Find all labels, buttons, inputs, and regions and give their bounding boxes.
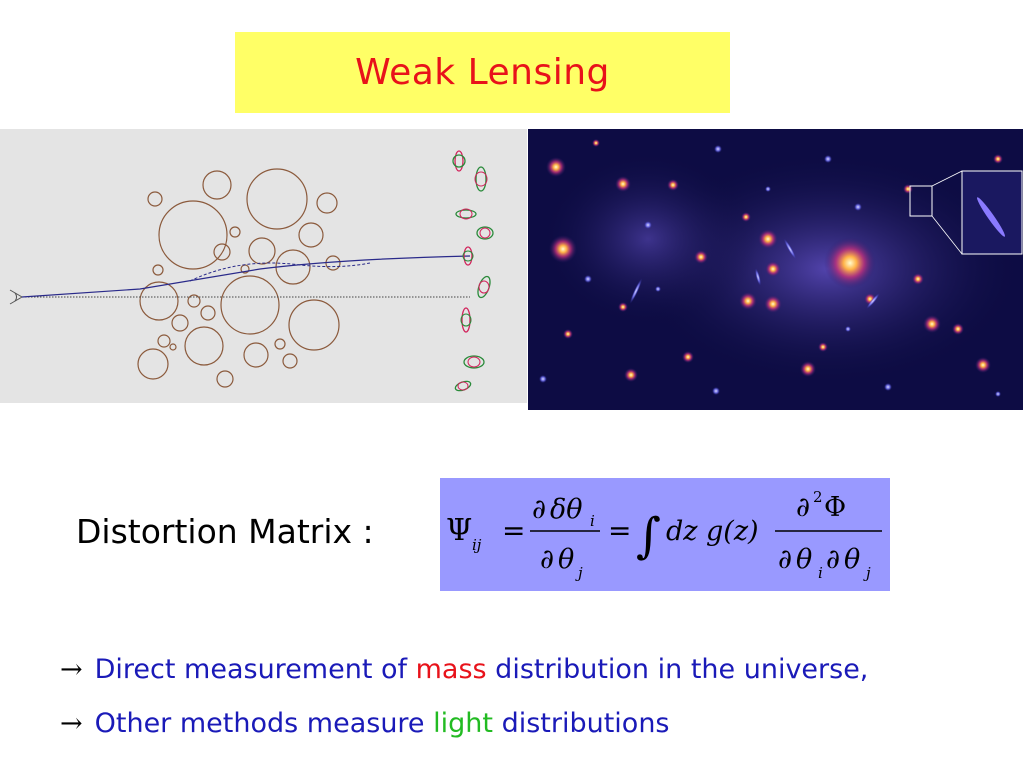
light-highlight: light	[433, 708, 493, 739]
equals-sign-1: =	[502, 514, 525, 547]
mass-highlight: mass	[415, 654, 487, 685]
bullet-light: → Other methods measure light distributio…	[60, 708, 670, 739]
zoom-inset	[909, 170, 1023, 255]
cluster-galaxies	[539, 139, 1003, 397]
bullet-light-text-after: distributions	[492, 708, 670, 739]
g-of-z-term: g(z)	[706, 516, 759, 547]
dz-term: dz	[666, 516, 698, 547]
numerator-subscript-i: i	[590, 512, 595, 530]
lensing-diagram	[0, 129, 527, 403]
slide-title: Weak Lensing	[355, 52, 610, 93]
distortion-matrix-label: Distortion Matrix :	[76, 512, 374, 551]
bullet-mass-text-after: distribution in the universe,	[486, 654, 869, 685]
numerator-partial: ∂	[532, 494, 546, 525]
denominator-partial: ∂	[540, 544, 554, 575]
psi-symbol: Ψ	[446, 513, 472, 548]
second-denominator-partial-1: ∂	[778, 544, 792, 575]
second-numerator-partial: ∂	[796, 492, 810, 523]
source-galaxies	[452, 150, 494, 392]
lensing-diagram-drawing	[9, 150, 494, 392]
bullet-mass: → Direct measurement of mass distribution…	[60, 654, 868, 685]
formula-drawing: Ψ ij = ∂ δθ i ∂ θ j = ∫ dz g(z) ∂ 2 Φ ∂ …	[446, 488, 882, 582]
distortion-matrix-formula: Ψ ij = ∂ δθ i ∂ θ j = ∫ dz g(z) ∂ 2 Φ ∂ …	[440, 478, 890, 591]
right-arrow-icon: →	[60, 708, 83, 739]
numerator-delta-theta: δθ	[550, 494, 583, 525]
bullet-mass-text-before: Direct measurement of	[94, 654, 416, 685]
right-arrow-icon: →	[60, 654, 83, 685]
psi-subscript: ij	[472, 536, 482, 554]
lensed-light-path	[21, 255, 471, 298]
phi-symbol: Φ	[824, 492, 846, 523]
denominator-theta: θ	[558, 544, 574, 575]
second-denominator-subscript-j: j	[863, 564, 871, 582]
title-box: Weak Lensing	[235, 32, 730, 113]
denominator-subscript-j: j	[575, 564, 583, 582]
galaxy-cluster-image	[528, 129, 1023, 410]
mass-clumps	[137, 168, 341, 388]
equals-sign-2: =	[608, 514, 631, 547]
integral-sign: ∫	[636, 508, 661, 564]
second-denominator-theta-2: θ	[844, 544, 860, 575]
bullet-light-text-before: Other methods measure	[94, 708, 434, 739]
galaxy-cluster-drawing	[528, 129, 1023, 410]
second-denominator-subscript-i: i	[818, 564, 823, 582]
lensed-dashed-path	[189, 262, 371, 282]
observer-eye-icon	[9, 289, 23, 305]
second-denominator-theta-1: θ	[796, 544, 812, 575]
superscript-2: 2	[813, 488, 823, 506]
second-denominator-partial-2: ∂	[826, 544, 840, 575]
